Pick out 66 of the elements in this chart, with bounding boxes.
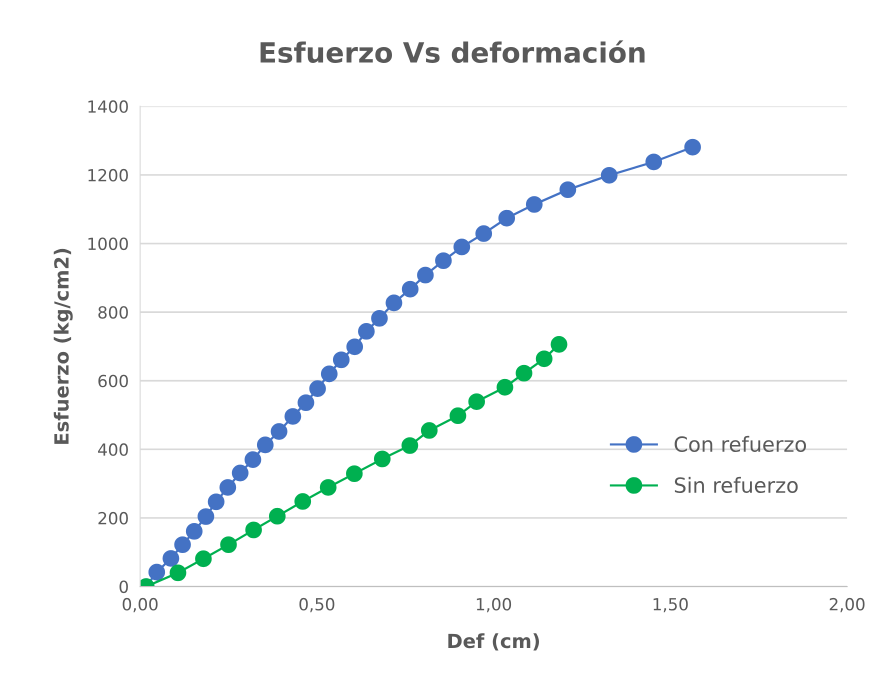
point (270, 423, 288, 440)
point (284, 408, 302, 425)
point (148, 564, 166, 580)
point (450, 407, 466, 424)
point (358, 323, 375, 340)
point (560, 181, 576, 198)
point (268, 508, 286, 525)
x-tick-label: 1,50 (654, 598, 688, 612)
point (298, 394, 314, 412)
point (550, 336, 568, 353)
point (294, 493, 312, 510)
x-axis-title: Def (cm) (448, 633, 539, 651)
point (346, 338, 364, 356)
point (516, 364, 532, 382)
point (186, 522, 203, 540)
point (244, 451, 262, 468)
point (645, 154, 662, 170)
point (346, 465, 363, 482)
point (320, 479, 337, 496)
point (420, 422, 438, 439)
point (309, 380, 326, 397)
point (232, 464, 249, 482)
x-tick-label: 2,00 (830, 598, 865, 612)
point (496, 378, 514, 396)
point (468, 393, 485, 410)
point (220, 536, 237, 554)
point (402, 280, 419, 298)
point (320, 366, 338, 382)
x-tick-label: 0,00 (122, 598, 158, 612)
point (219, 479, 236, 496)
chart-title: Esfuerzo Vs deformación (260, 40, 645, 63)
point (198, 508, 214, 525)
y-axis-title: Esfuerzo (kg/cm2) (54, 248, 73, 444)
point (195, 550, 212, 568)
y-tick-label: 400 (98, 443, 128, 456)
point (170, 564, 186, 582)
y-tick-label: 1000 (88, 237, 128, 250)
point (536, 350, 552, 368)
y-tick-label: 1400 (88, 100, 128, 113)
y-tick-label: 1200 (88, 168, 128, 182)
point (371, 310, 388, 327)
y-tick-label: 600 (98, 374, 128, 388)
point (498, 210, 516, 226)
x-tick-label: 0,50 (299, 598, 334, 612)
y-tick-label: 200 (98, 512, 128, 524)
y-tick-label: 800 (98, 306, 128, 319)
x-tick-label: 1,00 (476, 598, 512, 612)
point (453, 238, 470, 256)
point (374, 450, 391, 468)
point (256, 436, 274, 454)
point (600, 166, 618, 184)
legend-label: Con refuerzo (674, 436, 806, 452)
legend-label: Sin refuerzo (674, 476, 798, 494)
point (417, 266, 434, 284)
point (526, 196, 543, 213)
point (684, 138, 701, 156)
point (332, 351, 350, 368)
point (435, 252, 452, 270)
point (386, 294, 402, 312)
point (162, 550, 180, 567)
point (475, 225, 492, 242)
point (174, 536, 191, 554)
point (208, 493, 224, 510)
point (402, 437, 418, 454)
point (245, 522, 262, 538)
y-tick-label: 0 (120, 580, 128, 594)
